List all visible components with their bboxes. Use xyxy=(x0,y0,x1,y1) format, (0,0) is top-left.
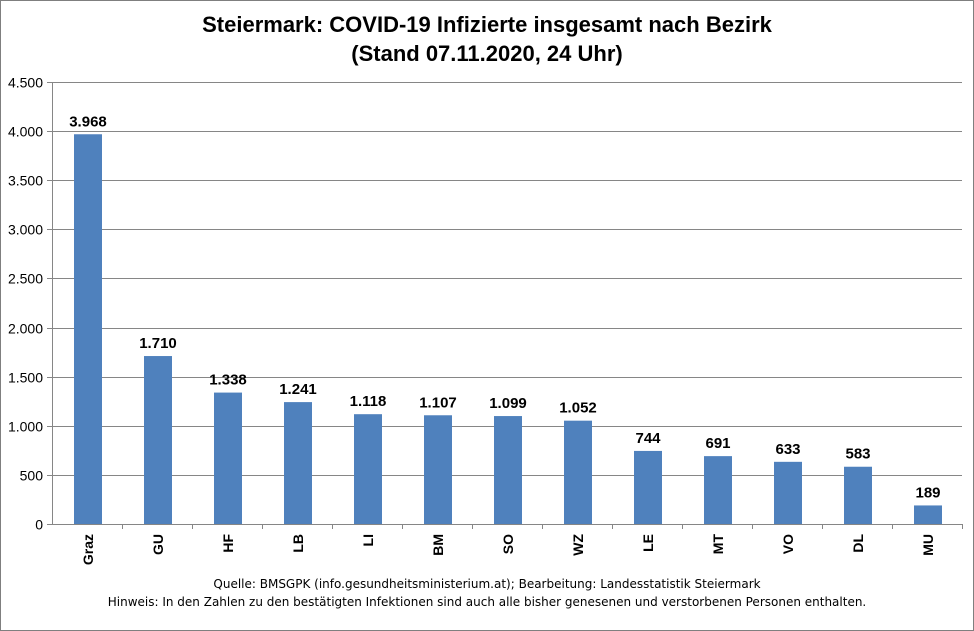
bar xyxy=(284,402,312,524)
data-label: 583 xyxy=(845,446,870,463)
y-tick-label: 1.500 xyxy=(8,370,43,386)
chart-title: Steiermark: COVID-19 Infizierte insgesam… xyxy=(202,12,772,37)
bar xyxy=(494,416,522,524)
hint-note: Hinweis: In den Zahlen zu den bestätigte… xyxy=(107,595,867,609)
y-tick-label: 2.500 xyxy=(8,271,43,287)
y-tick-label: 3.500 xyxy=(8,173,43,189)
category-label: BM xyxy=(430,534,446,556)
data-label: 633 xyxy=(775,441,800,458)
bar xyxy=(354,414,382,524)
category-label: HF xyxy=(220,534,236,553)
y-tick-label: 2.000 xyxy=(8,321,43,337)
y-tick-label: 3.000 xyxy=(8,222,43,238)
bar xyxy=(844,466,872,524)
y-tick-label: 0 xyxy=(35,517,43,533)
category-label: MU xyxy=(920,534,936,556)
data-label: 189 xyxy=(915,484,940,501)
bar xyxy=(74,134,102,525)
category-label: VO xyxy=(780,534,796,554)
category-label: LE xyxy=(640,534,656,552)
data-label: 744 xyxy=(635,430,661,447)
y-tick-label: 4.000 xyxy=(8,124,43,140)
category-label: MT xyxy=(710,534,726,555)
category-label: GU xyxy=(150,534,166,555)
chart-title-block: Steiermark: COVID-19 Infizierte insgesam… xyxy=(0,10,974,68)
data-label: 1.338 xyxy=(209,372,247,389)
data-label: 3.968 xyxy=(69,113,107,130)
data-label: 1.107 xyxy=(419,394,457,411)
category-label: SO xyxy=(500,534,516,554)
bar xyxy=(774,461,802,524)
bar xyxy=(424,415,452,524)
category-label: Graz xyxy=(80,534,96,565)
y-tick-label: 4.500 xyxy=(8,75,43,91)
bar xyxy=(914,505,942,524)
data-label: 1.118 xyxy=(350,393,387,410)
bar xyxy=(214,392,242,524)
chart-subtitle: (Stand 07.11.2020, 24 Uhr) xyxy=(351,41,623,66)
category-label: LB xyxy=(290,534,306,553)
category-label: DL xyxy=(850,534,866,553)
data-label: 1.241 xyxy=(279,381,317,398)
y-tick-label: 1.000 xyxy=(8,419,43,435)
source-note: Quelle: BMSGPK (info.gesundheitsminister… xyxy=(213,577,761,591)
category-label: WZ xyxy=(570,534,586,556)
category-label: LI xyxy=(360,534,376,546)
data-label: 691 xyxy=(705,435,730,452)
data-label: 1.710 xyxy=(139,335,177,352)
data-label: 1.052 xyxy=(559,400,597,417)
bar xyxy=(704,456,732,524)
bar xyxy=(634,450,662,524)
bar xyxy=(564,420,592,524)
y-tick-label: 500 xyxy=(20,468,44,484)
data-label: 1.099 xyxy=(489,395,527,412)
bar xyxy=(144,356,172,524)
